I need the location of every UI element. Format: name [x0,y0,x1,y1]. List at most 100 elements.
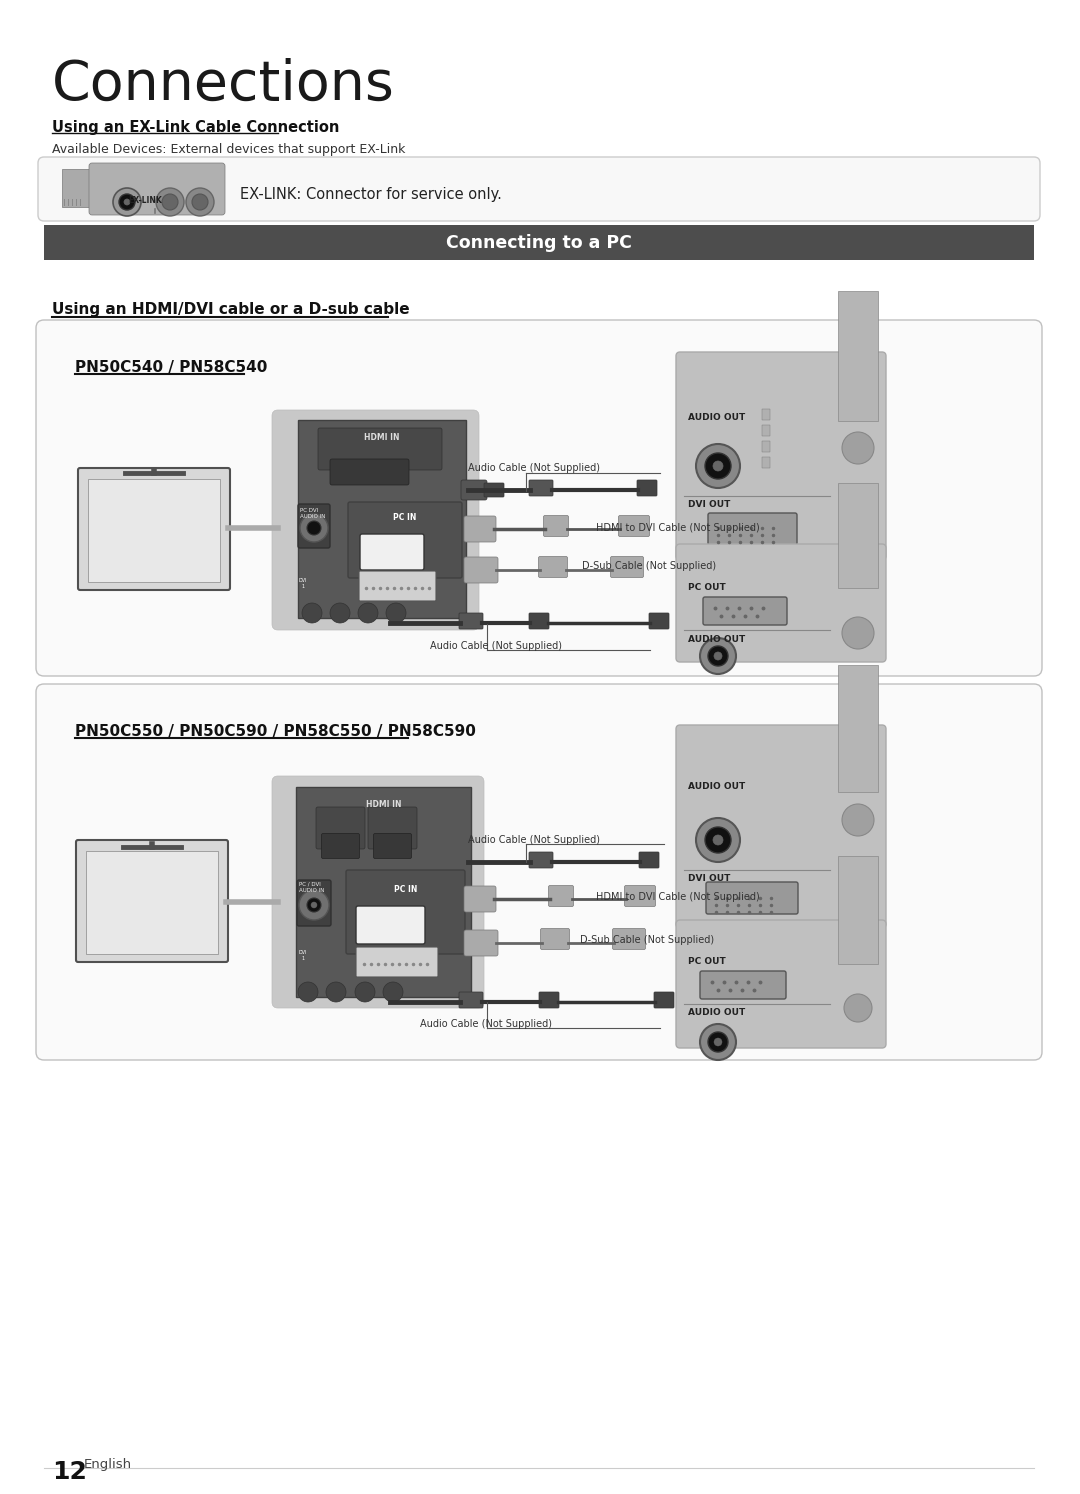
FancyBboxPatch shape [484,483,504,498]
FancyBboxPatch shape [316,807,365,849]
Text: Connections: Connections [52,58,395,112]
Circle shape [714,651,723,660]
FancyBboxPatch shape [706,881,798,914]
Text: PN50C550 / PN50C590 / PN58C550 / PN58C590: PN50C550 / PN50C590 / PN58C550 / PN58C59… [75,725,476,740]
Circle shape [843,994,872,1022]
FancyBboxPatch shape [330,459,409,486]
Bar [87,480,220,583]
Circle shape [842,432,874,465]
FancyBboxPatch shape [322,834,360,859]
Polygon shape [278,898,285,905]
Circle shape [713,462,723,471]
Text: Audio Cable (Not Supplied): Audio Cable (Not Supplied) [468,463,600,474]
Text: Audio Cable (Not Supplied): Audio Cable (Not Supplied) [468,835,600,846]
Bar [86,852,218,955]
Bar [762,409,770,420]
Text: HDMI to DVI Cable (Not Supplied): HDMI to DVI Cable (Not Supplied) [596,523,759,533]
Text: Audio Cable (Not Supplied): Audio Cable (Not Supplied) [430,641,562,651]
FancyBboxPatch shape [272,775,484,1008]
Text: English: English [84,1458,132,1472]
FancyBboxPatch shape [461,480,487,500]
FancyBboxPatch shape [624,886,656,907]
Bar [762,457,770,468]
FancyBboxPatch shape [676,920,886,1047]
Bar [838,291,878,421]
FancyBboxPatch shape [654,992,674,1008]
FancyBboxPatch shape [464,515,496,542]
Bar [838,665,878,792]
Bar [44,226,1034,260]
FancyBboxPatch shape [639,852,659,868]
Circle shape [705,828,731,853]
FancyBboxPatch shape [356,905,426,944]
FancyBboxPatch shape [360,533,424,571]
FancyBboxPatch shape [464,929,498,956]
FancyBboxPatch shape [272,409,480,630]
FancyBboxPatch shape [89,163,225,215]
Text: Audio Cable (Not Supplied): Audio Cable (Not Supplied) [420,1019,552,1029]
Circle shape [307,521,321,535]
FancyBboxPatch shape [529,613,549,629]
Text: Connecting to a PC: Connecting to a PC [446,235,632,252]
FancyBboxPatch shape [348,502,462,578]
Circle shape [700,638,735,674]
Text: AUDIO OUT: AUDIO OUT [688,635,745,644]
FancyBboxPatch shape [612,928,646,950]
Text: EX-LINK: Connector for service only.: EX-LINK: Connector for service only. [240,187,502,202]
FancyBboxPatch shape [464,557,498,583]
Text: PC OUT: PC OUT [688,583,726,592]
FancyBboxPatch shape [543,515,568,536]
Bar [838,856,878,964]
Text: Available Devices: External devices that support EX-Link: Available Devices: External devices that… [52,143,405,155]
FancyBboxPatch shape [539,992,559,1008]
Text: DVI
1: DVI 1 [299,578,307,589]
FancyBboxPatch shape [356,947,438,977]
Text: PN50C540 / PN58C540: PN50C540 / PN58C540 [75,360,268,375]
Text: HDMI to DVI Cable (Not Supplied): HDMI to DVI Cable (Not Supplied) [596,892,759,902]
Text: D-Sub Cable (Not Supplied): D-Sub Cable (Not Supplied) [580,935,714,946]
Circle shape [300,514,328,542]
FancyBboxPatch shape [539,556,567,578]
Circle shape [357,604,378,623]
Circle shape [842,617,874,648]
FancyBboxPatch shape [549,886,573,907]
Circle shape [705,453,731,480]
FancyBboxPatch shape [36,320,1042,675]
FancyBboxPatch shape [459,992,483,1008]
Text: PC OUT: PC OUT [688,958,726,967]
FancyBboxPatch shape [676,544,886,662]
FancyBboxPatch shape [297,880,330,926]
Text: Using an EX-Link Cable Connection: Using an EX-Link Cable Connection [52,120,339,134]
Text: AUDIO OUT: AUDIO OUT [688,412,745,421]
FancyBboxPatch shape [346,870,465,955]
Circle shape [708,645,728,666]
FancyBboxPatch shape [676,725,886,928]
Text: 12: 12 [52,1460,86,1484]
Circle shape [192,194,208,211]
Circle shape [299,890,329,920]
Circle shape [842,804,874,837]
FancyBboxPatch shape [298,503,330,548]
FancyBboxPatch shape [676,353,886,560]
Bar [762,441,770,453]
Circle shape [714,1038,723,1046]
Circle shape [708,1032,728,1052]
Bar [762,424,770,436]
FancyBboxPatch shape [62,169,90,208]
FancyBboxPatch shape [700,971,786,999]
FancyBboxPatch shape [78,468,230,590]
FancyBboxPatch shape [368,807,417,849]
Circle shape [355,982,375,1002]
Circle shape [186,188,214,217]
Text: EX-LINK: EX-LINK [129,196,162,205]
FancyBboxPatch shape [459,613,483,629]
Circle shape [124,199,130,205]
FancyBboxPatch shape [318,427,442,471]
FancyBboxPatch shape [38,157,1040,221]
FancyBboxPatch shape [619,515,649,536]
Text: Using an HDMI/DVI cable or a D-sub cable: Using an HDMI/DVI cable or a D-sub cable [52,302,409,317]
FancyBboxPatch shape [708,512,797,545]
FancyBboxPatch shape [359,571,436,601]
FancyBboxPatch shape [76,840,228,962]
Circle shape [700,1023,735,1061]
